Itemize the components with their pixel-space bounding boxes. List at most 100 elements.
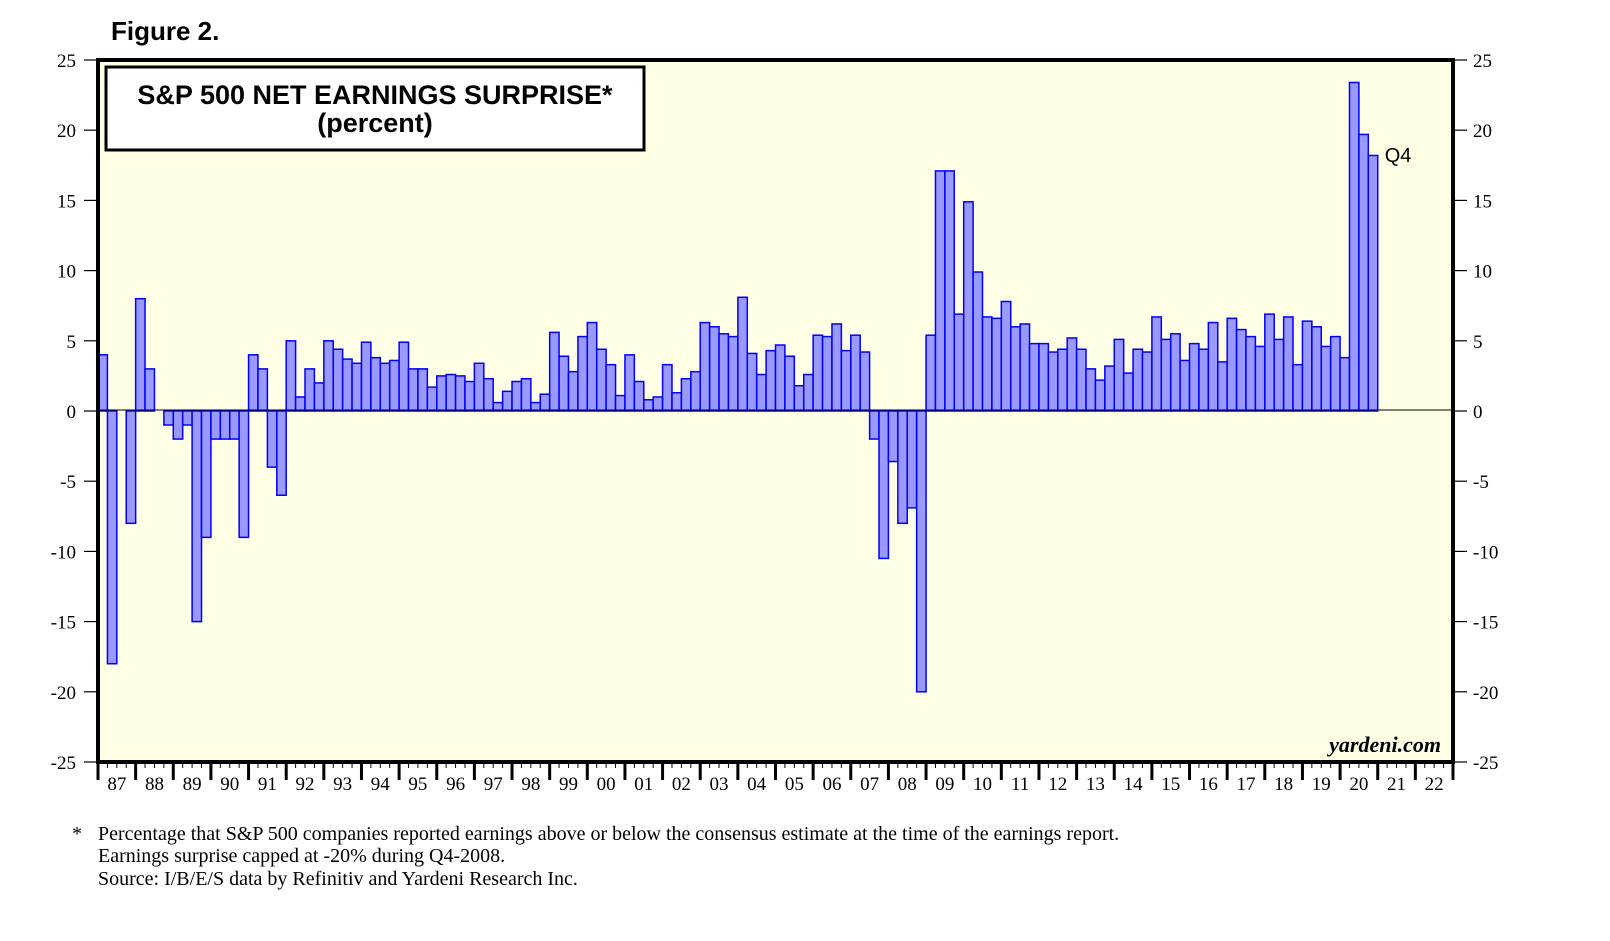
x-tick-label: 15 [1161, 774, 1180, 795]
bar [426, 386, 438, 412]
bar [878, 410, 890, 560]
x-tick-label: 01 [634, 774, 653, 795]
y-tick-label-right: 20 [1473, 121, 1492, 142]
bar [266, 410, 278, 468]
bar [897, 410, 908, 525]
bar [388, 359, 400, 412]
bar [661, 363, 673, 412]
y-tick-label-right: -5 [1473, 472, 1489, 493]
bar [614, 394, 626, 412]
bar [228, 410, 240, 440]
bar [925, 334, 937, 412]
bar [708, 326, 720, 412]
y-tick-label-left: 25 [57, 51, 76, 72]
y-tick-label-left: 0 [67, 402, 77, 423]
bar [558, 355, 570, 412]
figure-label: Figure 2. [111, 16, 220, 46]
bar [417, 368, 429, 412]
bar [257, 368, 269, 412]
x-tick-label: 99 [559, 774, 578, 795]
bar [793, 384, 805, 412]
x-tick-label: 06 [822, 774, 841, 795]
bar [802, 373, 814, 412]
y-tick-label-right: 0 [1473, 402, 1483, 423]
x-tick-label: 89 [183, 774, 202, 795]
bar [163, 410, 175, 426]
bar [643, 399, 654, 412]
x-tick-label: 09 [935, 774, 954, 795]
bar [1329, 335, 1341, 412]
x-tick-label: 02 [672, 774, 691, 795]
bar [699, 321, 711, 412]
y-tick-label-left: 15 [57, 191, 76, 212]
bar [464, 380, 476, 412]
bar [652, 396, 664, 412]
bar [1301, 320, 1313, 412]
bar [962, 201, 974, 412]
bar [1038, 342, 1050, 412]
bar [577, 335, 589, 412]
bar [285, 340, 297, 412]
y-axes: 25 25 20 20 15 15 10 10 5 5 0 0 -5 -5 -10 -10 -15 -15 -20 -… [51, 51, 1499, 774]
bar [859, 351, 871, 412]
bar [539, 393, 551, 412]
y-tick-label-right: 5 [1473, 332, 1483, 353]
bar [1009, 326, 1021, 412]
bar [680, 377, 692, 412]
bar [1339, 356, 1351, 412]
bar [370, 356, 382, 412]
y-tick-label-left: -25 [51, 753, 76, 774]
bar [341, 358, 353, 412]
bar [1151, 316, 1163, 412]
chart-subtitle: (percent) [317, 108, 433, 138]
bar [304, 368, 316, 412]
bar [1028, 342, 1040, 412]
x-tick-label: 94 [371, 774, 391, 795]
bar [605, 363, 617, 412]
bar [313, 382, 325, 412]
y-tick-label-left: -20 [51, 683, 76, 704]
footnote-marker: * [72, 823, 82, 845]
bar [323, 340, 334, 412]
bar [737, 296, 749, 412]
bar [483, 377, 494, 412]
title-box [104, 65, 646, 152]
bar [172, 410, 184, 440]
y-tick-label-right: 10 [1473, 262, 1492, 283]
bar [1179, 359, 1191, 412]
bar [1292, 363, 1304, 412]
bar [953, 313, 965, 412]
x-tick-label: 88 [145, 774, 164, 795]
bar [595, 348, 607, 412]
bar [1207, 321, 1219, 412]
x-axis: 87 88 89 90 91 92 93 94 95 96 97 98 99 00 01 02 03 04 05 06… [96, 762, 1455, 795]
bar [812, 334, 824, 412]
bar [1085, 368, 1097, 412]
bar [934, 170, 946, 412]
footnote-source: Source: I/B/E/S data by Refinitiv and Ya… [98, 868, 578, 890]
bar [106, 410, 118, 665]
x-tick-label: 11 [1011, 774, 1029, 795]
bar [1217, 361, 1228, 412]
y-tick-label-right: -15 [1473, 613, 1498, 634]
bar [1000, 300, 1012, 412]
bar [1066, 337, 1078, 412]
bar [1094, 379, 1106, 412]
bar [379, 362, 391, 412]
bar [1348, 81, 1360, 412]
bar [1188, 342, 1200, 412]
bar [633, 380, 645, 412]
x-tick-label: 18 [1274, 774, 1293, 795]
bar [840, 349, 852, 412]
bar [1320, 345, 1332, 412]
y-tick-label-left: 20 [57, 121, 76, 142]
bar [1160, 338, 1172, 412]
x-tick-label: 07 [860, 774, 879, 795]
watermark: yardeni.com [1326, 732, 1441, 757]
bar [210, 410, 222, 440]
x-tick-label: 17 [1236, 774, 1255, 795]
x-tick-label: 91 [258, 774, 277, 795]
y-tick-label-right: -25 [1473, 753, 1498, 774]
bar [906, 410, 918, 509]
bar [134, 297, 146, 412]
